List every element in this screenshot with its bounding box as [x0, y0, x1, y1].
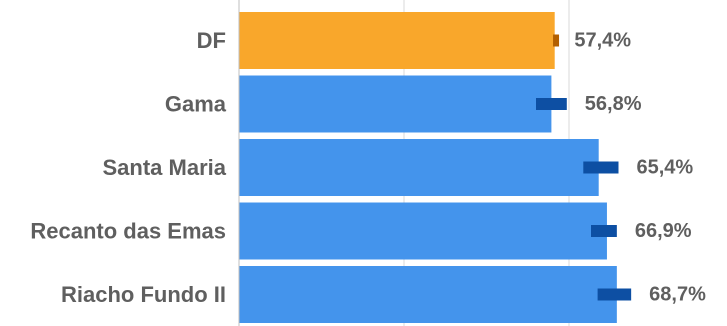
error-bar-riacho-fundo-ii — [597, 288, 632, 301]
error-bar-santa-maria — [583, 161, 619, 174]
value-label-recanto-das-emas: 66,9% — [635, 220, 692, 242]
category-label-df: DF — [197, 28, 226, 53]
error-bar-df — [553, 34, 560, 47]
error-bar-recanto-das-emas — [591, 225, 617, 237]
error-bar-gama — [536, 98, 567, 110]
value-labels: 57,4% 56,8% 65,4% 66,9% 68,7% — [574, 30, 706, 306]
category-label-santa-maria: Santa Maria — [103, 155, 227, 180]
bar-riacho-fundo-ii — [239, 266, 617, 323]
category-label-riacho-fundo-ii: Riacho Fundo II — [61, 282, 226, 307]
category-labels: DF Gama Santa Maria Recanto das Emas Riacho … — [30, 28, 226, 307]
bar-df — [239, 12, 555, 69]
value-label-santa-maria: 65,4% — [637, 157, 694, 179]
error-bars — [536, 34, 632, 301]
bars — [239, 12, 617, 323]
bar-recanto-das-emas — [239, 202, 607, 260]
value-label-riacho-fundo-ii: 68,7% — [649, 284, 706, 306]
bar-gama — [239, 75, 552, 133]
category-label-gama: Gama — [165, 92, 227, 117]
value-label-gama: 56,8% — [585, 93, 642, 115]
value-label-df: 57,4% — [574, 30, 631, 52]
category-label-recanto-das-emas: Recanto das Emas — [30, 219, 226, 244]
bar-santa-maria — [239, 139, 599, 196]
